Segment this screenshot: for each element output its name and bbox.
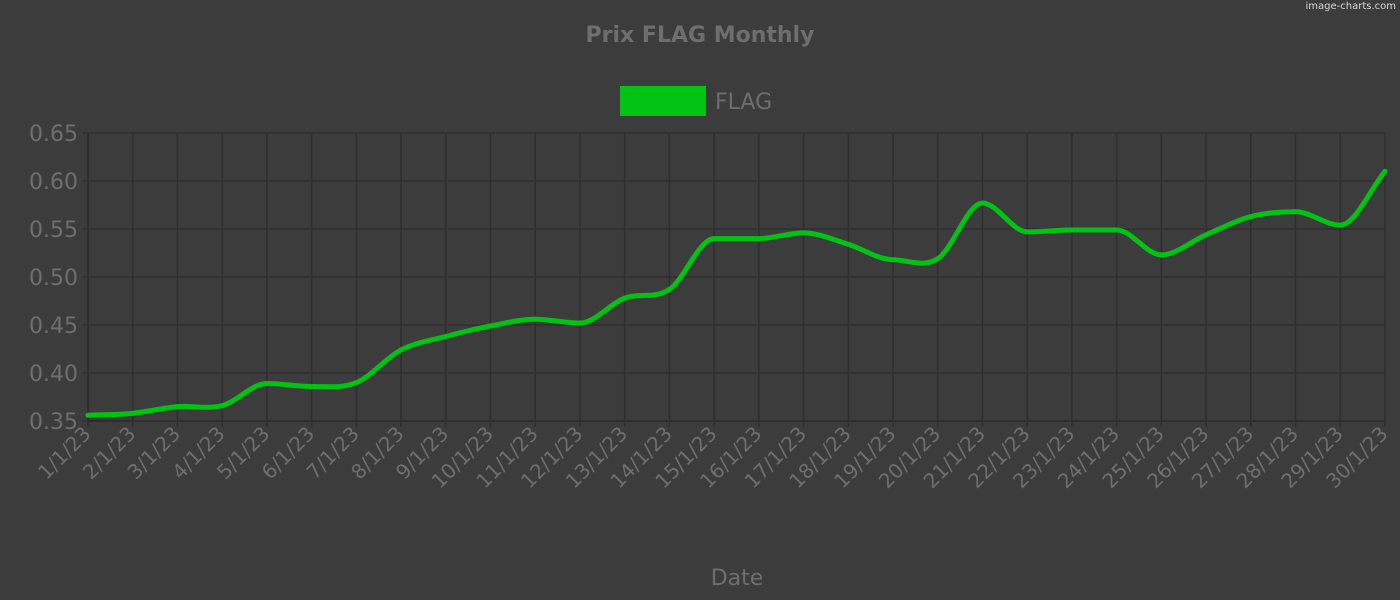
data-point <box>398 347 404 353</box>
data-point <box>845 241 851 247</box>
data-point <box>174 404 180 410</box>
data-point <box>532 316 538 322</box>
y-tick-label: 0.35 <box>29 410 78 435</box>
legend-label-flag: FLAG <box>715 90 772 115</box>
data-point <box>1382 168 1388 174</box>
y-axis: 0.35 0.40 0.45 0.50 0.55 0.60 0.65 <box>29 122 78 435</box>
watermark: image-charts.com <box>1305 1 1397 12</box>
data-point <box>1337 222 1343 228</box>
data-point <box>309 383 315 389</box>
data-point <box>1024 229 1030 235</box>
data-point <box>1293 209 1299 215</box>
data-point <box>443 334 449 340</box>
data-point <box>890 257 896 263</box>
data-point <box>264 381 270 387</box>
legend: FLAG <box>620 86 772 116</box>
data-point <box>622 295 628 301</box>
data-point <box>85 412 91 418</box>
y-tick-label: 0.40 <box>29 362 78 387</box>
data-point <box>1248 214 1254 220</box>
chart-title: Prix FLAG Monthly <box>586 23 815 48</box>
data-point <box>1114 227 1120 233</box>
y-tick-label: 0.55 <box>29 218 78 243</box>
data-point <box>711 236 717 242</box>
y-tick-label: 0.60 <box>29 170 78 195</box>
x-axis-label: Date <box>711 566 764 591</box>
y-tick-label: 0.45 <box>29 314 78 339</box>
data-point <box>666 286 672 292</box>
x-axis: 1/1/232/1/233/1/234/1/235/1/236/1/237/1/… <box>33 422 1392 493</box>
data-point <box>1158 252 1164 258</box>
data-point <box>488 323 494 329</box>
data-point <box>1069 227 1075 233</box>
plot-area <box>85 168 1388 418</box>
data-point <box>801 230 807 236</box>
data-point <box>353 380 359 386</box>
data-point <box>130 410 136 416</box>
data-point <box>219 403 225 409</box>
data-point <box>935 256 941 262</box>
y-tick-label: 0.50 <box>29 266 78 291</box>
data-point <box>979 200 985 206</box>
data-point <box>756 236 762 242</box>
data-point <box>1203 232 1209 238</box>
y-tick-label: 0.65 <box>29 122 78 147</box>
series-line-flag <box>85 168 1388 418</box>
legend-swatch-flag <box>620 86 706 116</box>
data-point <box>577 320 583 326</box>
grid <box>82 132 1386 427</box>
